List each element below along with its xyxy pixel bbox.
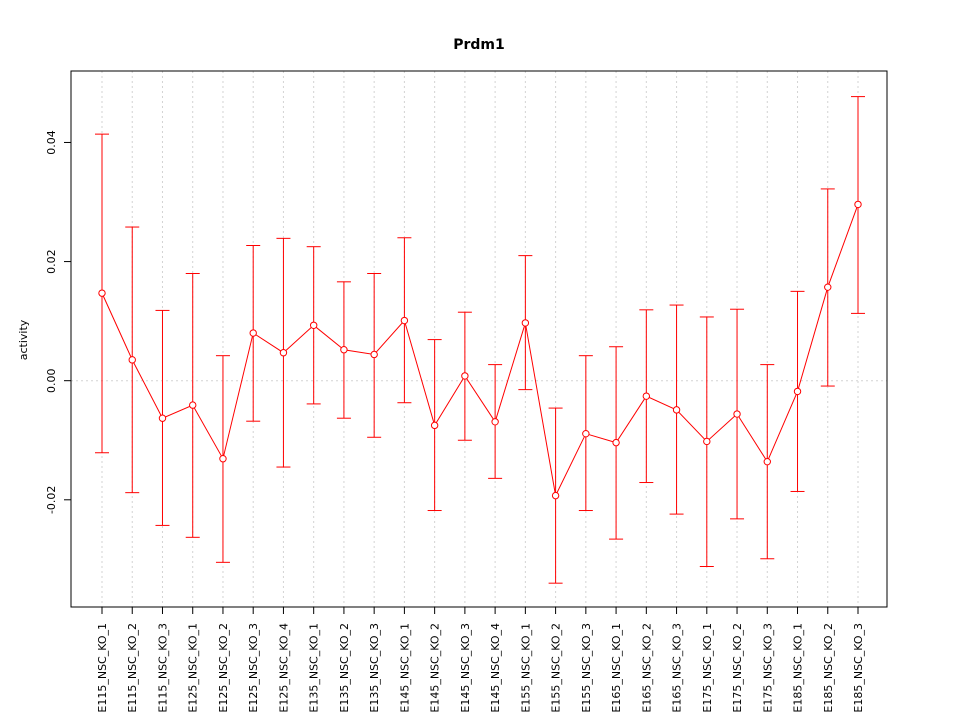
x-tick-label: E115_NSC_KO_1 bbox=[96, 623, 109, 713]
data-point bbox=[733, 410, 741, 418]
data-point bbox=[189, 401, 197, 409]
x-tick-label: E125_NSC_KO_3 bbox=[247, 623, 260, 713]
x-tick-label: E175_NSC_KO_3 bbox=[761, 623, 774, 713]
data-point bbox=[400, 316, 409, 325]
data-point bbox=[430, 421, 439, 430]
data-point bbox=[340, 346, 348, 354]
x-tick-label: E165_NSC_KO_3 bbox=[671, 623, 684, 713]
data-point bbox=[219, 455, 227, 463]
data-point bbox=[824, 283, 832, 291]
chart-title: Prdm1 bbox=[453, 37, 505, 53]
data-point bbox=[854, 200, 862, 209]
x-tick-label: E135_NSC_KO_2 bbox=[338, 623, 351, 713]
data-point bbox=[582, 429, 590, 438]
x-tick-label: E145_NSC_KO_2 bbox=[429, 623, 442, 713]
x-tick-label: E125_NSC_KO_4 bbox=[277, 623, 290, 713]
axis-layer: -0.02 0.00 0.02 0.04 E115_NSC_KO_1 E115_NSC_K… bbox=[45, 130, 865, 712]
x-tick-label: E115_NSC_KO_3 bbox=[156, 623, 169, 713]
data-point bbox=[309, 321, 318, 330]
data-point bbox=[98, 289, 106, 297]
data-point bbox=[612, 438, 620, 447]
data-point bbox=[763, 457, 771, 466]
data-point bbox=[642, 392, 651, 400]
data-layer bbox=[95, 96, 865, 584]
y-axis-label: activity bbox=[17, 319, 30, 360]
x-tick-label: E155_NSC_KO_1 bbox=[519, 623, 532, 713]
data-point bbox=[521, 319, 530, 327]
x-tick-label: E125_NSC_KO_1 bbox=[187, 623, 200, 713]
plot-frame bbox=[70, 70, 888, 608]
series-line bbox=[101, 204, 859, 498]
x-tick-label: E175_NSC_KO_1 bbox=[701, 623, 714, 713]
x-tick-label: E135_NSC_KO_3 bbox=[368, 623, 381, 713]
x-tick-label: E135_NSC_KO_1 bbox=[308, 623, 321, 713]
x-tick-label: E165_NSC_KO_1 bbox=[610, 623, 623, 713]
x-tick-label: E185_NSC_KO_1 bbox=[792, 623, 805, 713]
data-point bbox=[703, 437, 711, 446]
data-point bbox=[158, 414, 167, 422]
data-point bbox=[551, 491, 560, 500]
x-tick-label: E145_NSC_KO_1 bbox=[398, 623, 411, 713]
y-tick-label: 0.04 bbox=[45, 130, 58, 155]
data-point bbox=[491, 418, 499, 426]
data-point bbox=[793, 387, 802, 396]
grid-layer bbox=[71, 71, 887, 607]
data-point bbox=[128, 356, 136, 364]
x-tick-label: E155_NSC_KO_3 bbox=[580, 623, 593, 713]
data-point bbox=[279, 348, 288, 357]
x-tick-label: E145_NSC_KO_4 bbox=[489, 623, 502, 713]
y-tick-label: -0.02 bbox=[45, 486, 58, 514]
x-tick-label: E185_NSC_KO_3 bbox=[852, 623, 865, 713]
x-tick-label: E165_NSC_KO_2 bbox=[640, 623, 653, 713]
x-tick-label: E185_NSC_KO_2 bbox=[822, 623, 835, 713]
x-tick-label: E175_NSC_KO_2 bbox=[731, 623, 744, 713]
data-point bbox=[461, 372, 469, 380]
x-tick-label: E125_NSC_KO_2 bbox=[217, 623, 230, 713]
y-tick-label: 0.00 bbox=[45, 368, 58, 393]
data-point bbox=[672, 406, 681, 414]
data-point bbox=[370, 350, 378, 359]
x-tick-label: E155_NSC_KO_2 bbox=[550, 623, 563, 713]
x-tick-label: E145_NSC_KO_3 bbox=[459, 623, 472, 713]
x-tick-label: E115_NSC_KO_2 bbox=[126, 623, 139, 713]
y-tick-label: 0.02 bbox=[45, 249, 58, 274]
data-point bbox=[249, 329, 257, 337]
